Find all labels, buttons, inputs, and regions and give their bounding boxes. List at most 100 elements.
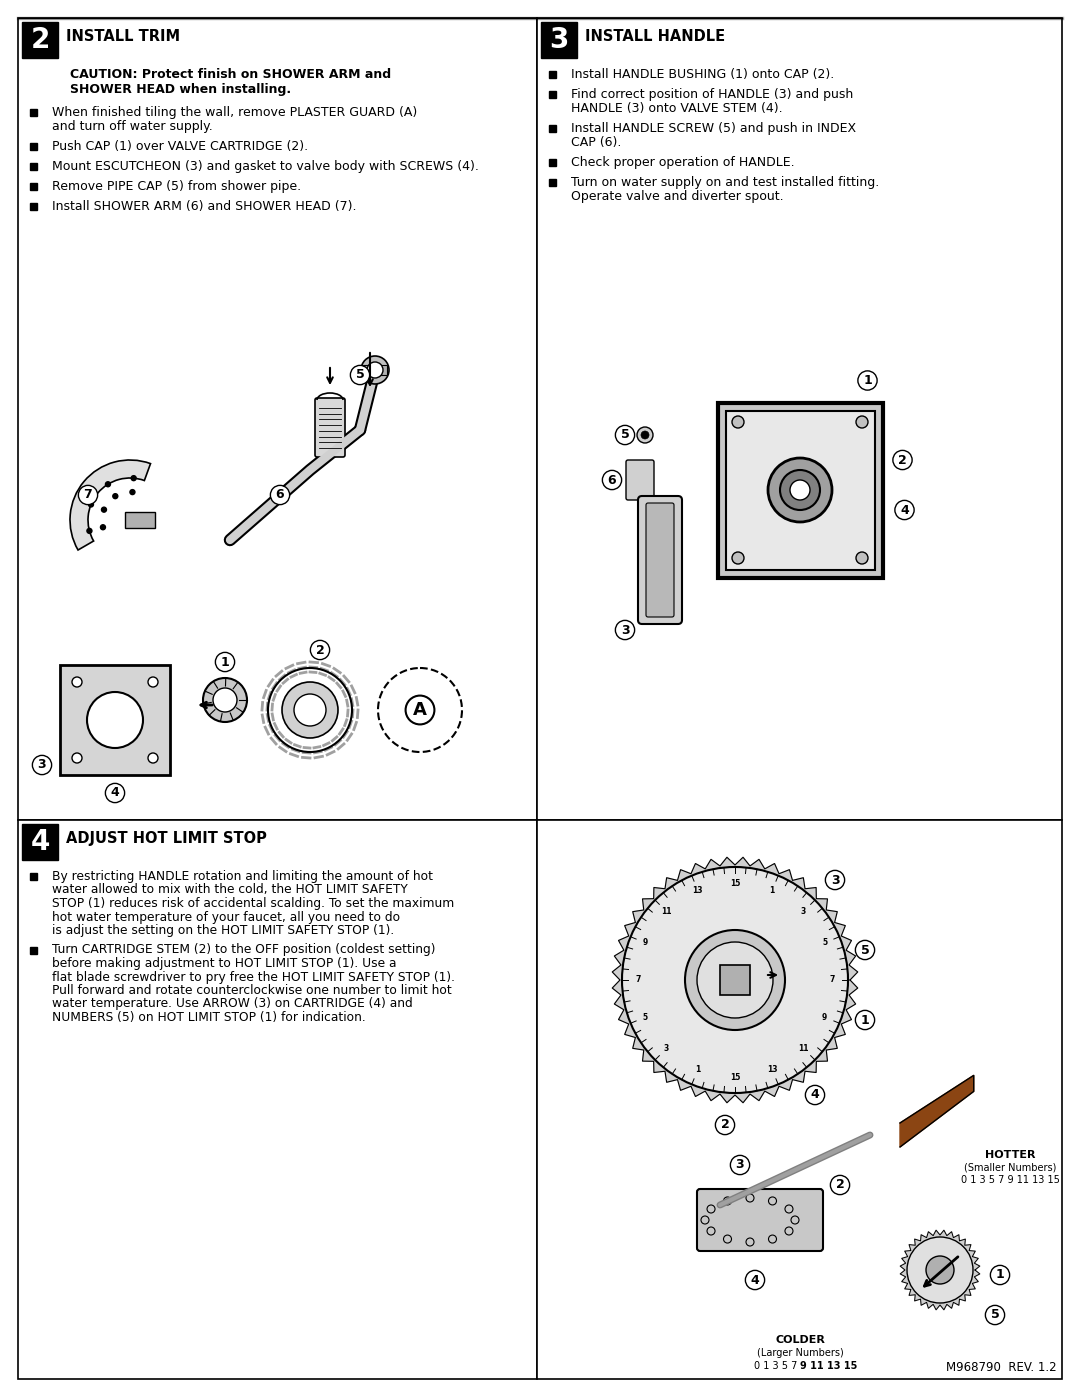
- Text: By restricting HANDLE rotation and limiting the amount of hot: By restricting HANDLE rotation and limit…: [52, 870, 433, 883]
- Bar: [717, 402, 882, 577]
- Bar: [30, 947, 37, 954]
- Text: 13: 13: [767, 1065, 778, 1074]
- Circle shape: [282, 682, 338, 738]
- Bar: [125, 511, 156, 528]
- Circle shape: [148, 753, 158, 763]
- Bar: [30, 183, 37, 190]
- Text: 9 11 13 15: 9 11 13 15: [800, 1361, 858, 1370]
- Text: Check proper operation of HANDLE.: Check proper operation of HANDLE.: [571, 156, 795, 169]
- Text: 3: 3: [621, 623, 630, 637]
- Bar: [549, 91, 556, 98]
- Text: 2: 2: [720, 1119, 729, 1132]
- Bar: [22, 824, 58, 861]
- Text: 6: 6: [275, 489, 284, 502]
- Text: 2: 2: [899, 454, 907, 467]
- FancyBboxPatch shape: [315, 398, 345, 457]
- Text: Install HANDLE BUSHING (1) onto CAP (2).: Install HANDLE BUSHING (1) onto CAP (2).: [571, 68, 834, 81]
- Bar: [541, 22, 577, 59]
- Bar: [363, 365, 387, 374]
- Circle shape: [622, 868, 848, 1092]
- Wedge shape: [70, 460, 150, 550]
- Circle shape: [907, 1236, 973, 1303]
- Circle shape: [72, 753, 82, 763]
- Bar: [549, 124, 556, 131]
- Text: NUMBERS (5) on HOT LIMIT STOP (1) for indication.: NUMBERS (5) on HOT LIMIT STOP (1) for in…: [52, 1011, 366, 1024]
- Text: hot water temperature of your faucet, all you need to do: hot water temperature of your faucet, al…: [52, 911, 400, 923]
- Text: CAUTION: Protect finish on SHOWER ARM and: CAUTION: Protect finish on SHOWER ARM an…: [70, 68, 391, 81]
- Text: M968790  REV. 1.2: M968790 REV. 1.2: [946, 1361, 1057, 1375]
- Text: Mount ESCUTCHEON (3) and gasket to valve body with SCREWS (4).: Mount ESCUTCHEON (3) and gasket to valve…: [52, 161, 478, 173]
- Circle shape: [768, 458, 832, 522]
- Text: water allowed to mix with the cold, the HOT LIMIT SAFETY: water allowed to mix with the cold, the …: [52, 883, 408, 897]
- FancyBboxPatch shape: [626, 460, 654, 500]
- Text: ADJUST HOT LIMIT STOP: ADJUST HOT LIMIT STOP: [66, 831, 267, 847]
- Text: flat blade screwdriver to pry free the HOT LIMIT SAFETY STOP (1).: flat blade screwdriver to pry free the H…: [52, 971, 455, 983]
- Circle shape: [685, 930, 785, 1030]
- Text: Install HANDLE SCREW (5) and push in INDEX: Install HANDLE SCREW (5) and push in IND…: [571, 122, 856, 136]
- Circle shape: [789, 481, 810, 500]
- Text: 11: 11: [798, 1044, 809, 1053]
- Circle shape: [697, 942, 773, 1018]
- Bar: [720, 965, 750, 995]
- Text: (Larger Numbers): (Larger Numbers): [757, 1348, 843, 1358]
- Circle shape: [112, 493, 118, 499]
- FancyBboxPatch shape: [638, 496, 681, 624]
- Circle shape: [106, 482, 110, 486]
- Circle shape: [86, 528, 92, 534]
- Text: HOTTER: HOTTER: [985, 1150, 1036, 1160]
- Bar: [18, 820, 537, 1379]
- Text: Turn CARTRIDGE STEM (2) to the OFF position (coldest setting): Turn CARTRIDGE STEM (2) to the OFF posit…: [52, 943, 435, 957]
- Text: 1: 1: [769, 886, 774, 895]
- Text: 7: 7: [635, 975, 640, 985]
- FancyBboxPatch shape: [646, 503, 674, 617]
- Bar: [30, 203, 37, 210]
- Text: 5: 5: [861, 943, 869, 957]
- Bar: [549, 159, 556, 166]
- Text: 15: 15: [730, 1073, 740, 1081]
- Text: SHOWER HEAD when installing.: SHOWER HEAD when installing.: [70, 82, 292, 96]
- Circle shape: [378, 668, 462, 752]
- Circle shape: [856, 416, 868, 427]
- Circle shape: [89, 502, 94, 507]
- Circle shape: [203, 678, 247, 722]
- Circle shape: [856, 552, 868, 564]
- Text: COLDER: COLDER: [775, 1336, 825, 1345]
- Text: Remove PIPE CAP (5) from shower pipe.: Remove PIPE CAP (5) from shower pipe.: [52, 180, 301, 193]
- Circle shape: [100, 525, 106, 529]
- Text: Install SHOWER ARM (6) and SHOWER HEAD (7).: Install SHOWER ARM (6) and SHOWER HEAD (…: [52, 200, 356, 212]
- Circle shape: [367, 362, 383, 379]
- Text: 5: 5: [643, 1013, 648, 1021]
- Bar: [30, 873, 37, 880]
- Bar: [549, 71, 556, 78]
- Text: 3: 3: [664, 1044, 669, 1053]
- Text: When finished tiling the wall, remove PLASTER GUARD (A): When finished tiling the wall, remove PL…: [52, 106, 417, 119]
- Text: 5: 5: [621, 429, 630, 441]
- Bar: [18, 18, 537, 820]
- Circle shape: [213, 687, 237, 712]
- Text: 0 1 3 5 7 9 11 13 15: 0 1 3 5 7 9 11 13 15: [960, 1175, 1059, 1185]
- Circle shape: [87, 692, 143, 747]
- Text: Pull forward and rotate counterclockwise one number to limit hot: Pull forward and rotate counterclockwise…: [52, 983, 451, 997]
- Polygon shape: [901, 1231, 980, 1310]
- Text: 5: 5: [990, 1309, 999, 1322]
- Circle shape: [732, 416, 744, 427]
- Bar: [726, 411, 875, 570]
- Text: 13: 13: [692, 886, 703, 895]
- Text: 15: 15: [730, 879, 740, 887]
- Bar: [537, 820, 1062, 1379]
- Text: 5: 5: [822, 939, 827, 947]
- Text: 4: 4: [110, 787, 120, 799]
- Circle shape: [780, 469, 820, 510]
- Text: 1: 1: [220, 655, 229, 669]
- Text: STOP (1) reduces risk of accidental scalding. To set the maximum: STOP (1) reduces risk of accidental scal…: [52, 897, 455, 909]
- Text: 1: 1: [861, 1013, 869, 1027]
- Text: 11: 11: [661, 907, 672, 916]
- Text: 5: 5: [355, 369, 364, 381]
- Text: Push CAP (1) over VALVE CARTRIDGE (2).: Push CAP (1) over VALVE CARTRIDGE (2).: [52, 140, 308, 154]
- Text: 7: 7: [83, 489, 93, 502]
- Circle shape: [148, 678, 158, 687]
- Text: CAP (6).: CAP (6).: [571, 136, 621, 149]
- Text: 4: 4: [811, 1088, 820, 1101]
- Text: INSTALL HANDLE: INSTALL HANDLE: [585, 29, 725, 43]
- Bar: [549, 179, 556, 186]
